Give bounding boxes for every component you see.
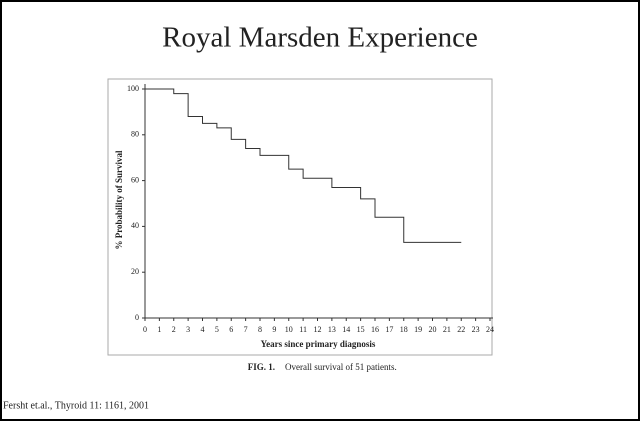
- x-tick-label: 20: [429, 325, 437, 334]
- x-tick-label: 11: [299, 325, 307, 334]
- x-tick-label: 0: [143, 325, 147, 334]
- x-tick-label: 8: [258, 325, 262, 334]
- x-tick-label: 23: [472, 325, 480, 334]
- y-tick-label: 0: [135, 313, 139, 322]
- y-axis-label: % Probability of Survival: [114, 150, 124, 250]
- figure-frame: [107, 78, 493, 356]
- y-tick-label: 60: [131, 175, 139, 184]
- y-tick-label: 20: [131, 267, 139, 276]
- x-tick-label: 19: [414, 325, 422, 334]
- x-tick-label: 3: [186, 325, 190, 334]
- x-tick-label: 24: [486, 325, 494, 334]
- x-tick-label: 21: [443, 325, 451, 334]
- x-tick-label: 12: [314, 325, 322, 334]
- caption: Overall survival of 51 patients.: [285, 362, 397, 372]
- x-tick-label: 17: [385, 325, 393, 334]
- caption-label: FIG. 1.: [248, 362, 275, 372]
- x-tick-label: 14: [342, 325, 350, 334]
- survival-curve: [145, 88, 462, 243]
- x-tick-label: 22: [457, 325, 465, 334]
- x-tick-label: 16: [371, 325, 379, 334]
- citation: Fersht et.al., Thyroid 11: 1161, 2001: [3, 400, 149, 411]
- x-tick-label: 18: [400, 325, 408, 334]
- x-tick-label: 2: [172, 325, 176, 334]
- slide-title: Royal Marsden Experience: [162, 22, 478, 54]
- x-tick-label: 5: [215, 325, 219, 334]
- x-axis-label: Years since primary diagnosis: [261, 339, 376, 349]
- x-tick-label: 9: [272, 325, 276, 334]
- x-tick-label: 10: [285, 325, 293, 334]
- x-tick-label: 1: [157, 325, 161, 334]
- y-tick-label: 80: [131, 130, 139, 139]
- x-tick-label: 13: [328, 325, 336, 334]
- y-tick-label: 40: [131, 221, 139, 230]
- x-tick-label: 4: [201, 325, 205, 334]
- y-tick-label: 100: [127, 84, 139, 93]
- x-tick-label: 7: [244, 325, 248, 334]
- x-tick-label: 15: [357, 325, 365, 334]
- x-tick-label: 6: [229, 325, 233, 334]
